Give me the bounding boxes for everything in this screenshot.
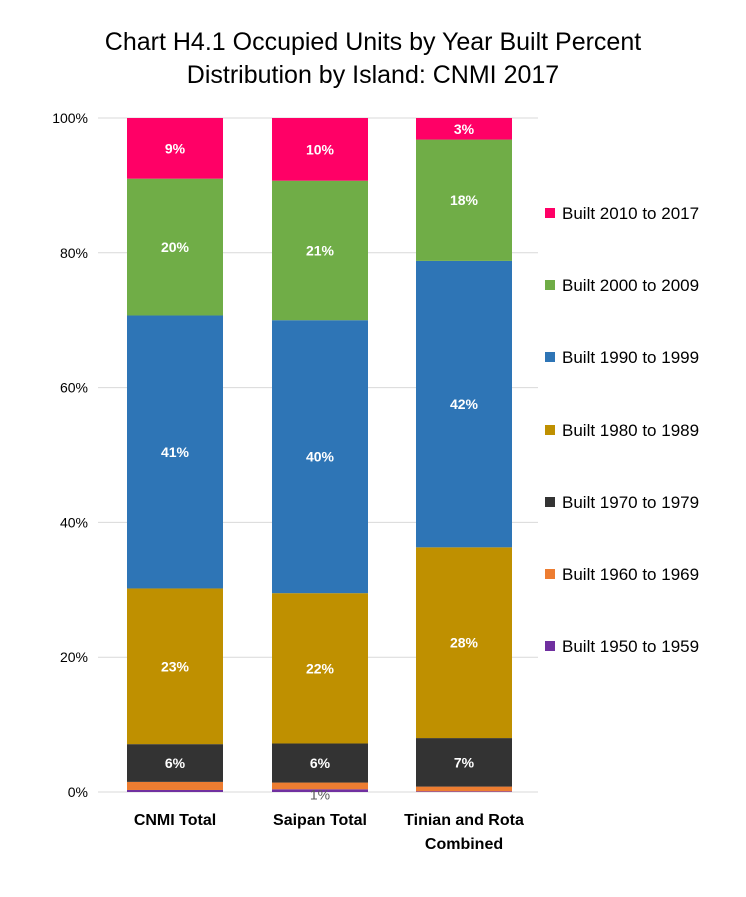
bar-segment (272, 743, 368, 783)
data-label: 21% (306, 242, 335, 258)
data-label: 9% (165, 140, 186, 156)
bar-segment (127, 781, 223, 790)
legend-label: Built 1960 to 1969 (562, 565, 699, 584)
bar-segment (127, 118, 223, 179)
data-label: 23% (161, 658, 190, 674)
x-tick-label: Combined (425, 836, 503, 853)
legend-swatch (545, 425, 555, 435)
bar-segment (416, 786, 512, 792)
bar-segment (127, 315, 223, 589)
bar-segment (127, 744, 223, 782)
bar-segment (416, 118, 512, 140)
chart-title-line-1: Chart H4.1 Occupied Units by Year Built … (104, 28, 642, 56)
data-label: 3% (454, 121, 475, 137)
chart-title-line-2: Distribution by Island: CNMI 2017 (186, 61, 560, 89)
data-label: 42% (450, 396, 479, 412)
legend-label: Built 2010 to 2017 (562, 204, 699, 223)
y-tick-label: 60% (60, 380, 88, 396)
legend-label: Built 1990 to 1999 (562, 348, 699, 367)
data-label: 6% (165, 755, 186, 771)
legend-label: Built 2000 to 2009 (562, 276, 699, 295)
bar-segment (416, 260, 512, 548)
x-tick-label: Tinian and Rota (404, 812, 524, 829)
bar-segment (416, 738, 512, 787)
legend-swatch (545, 280, 555, 290)
legend-label: Built 1980 to 1989 (562, 421, 699, 440)
legend-swatch (545, 569, 555, 579)
data-label: 40% (306, 449, 335, 465)
x-tick-label: Saipan Total (273, 812, 367, 829)
y-tick-label: 80% (60, 245, 88, 261)
data-label: 28% (450, 635, 479, 651)
data-label: 22% (306, 660, 335, 676)
data-label: 18% (450, 192, 479, 208)
bar-segment (127, 588, 223, 745)
legend-swatch (545, 641, 555, 651)
bar-segment (416, 139, 512, 261)
data-label: 6% (310, 755, 331, 771)
bar-segment (127, 789, 223, 792)
bar-segment (416, 547, 512, 739)
y-tick-label: 20% (60, 649, 88, 665)
bar-segment (272, 782, 368, 790)
data-label: 7% (454, 754, 475, 770)
bar-segment (272, 320, 368, 594)
bar-segment (272, 789, 368, 792)
bar-segment (416, 791, 512, 792)
data-label: 41% (161, 444, 190, 460)
legend-label: Built 1950 to 1959 (562, 637, 699, 656)
legend-swatch (545, 497, 555, 507)
data-label: 1% (310, 786, 330, 802)
bar-segment (272, 180, 368, 321)
legend-swatch (545, 352, 555, 362)
bar-segment (127, 178, 223, 316)
data-label: 10% (306, 141, 335, 157)
data-label: 20% (161, 239, 190, 255)
legend-label: Built 1970 to 1979 (562, 493, 699, 512)
legend-swatch (545, 208, 555, 218)
y-tick-label: 100% (52, 110, 88, 126)
x-tick-label: CNMI Total (134, 812, 216, 829)
y-tick-label: 0% (68, 784, 88, 800)
y-tick-label: 40% (60, 514, 88, 530)
bar-segment (272, 593, 368, 744)
bar-segment (272, 118, 368, 181)
